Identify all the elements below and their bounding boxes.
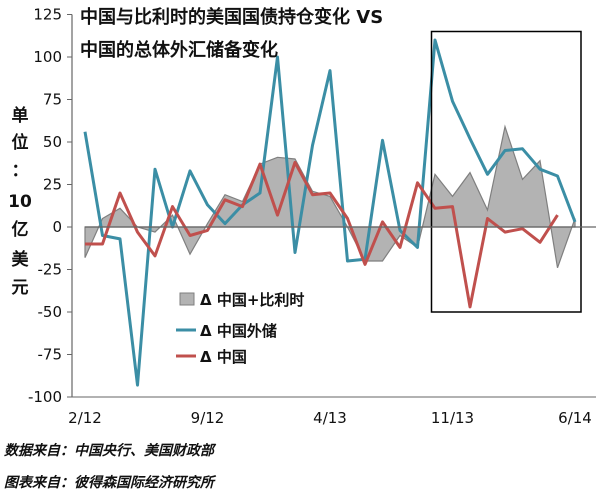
data-source-note: 数据来自：中国央行、美国财政部 <box>4 443 214 459</box>
y-tick-label: -100 <box>28 388 62 406</box>
axis-layer: -100 -75 -50 -25 0 25 50 75 100 125 2/12 9/12 4/13 11… <box>28 6 596 427</box>
highlight-box <box>430 30 582 313</box>
y-tick-label: 75 <box>43 91 62 109</box>
series-area-china-belgium <box>84 124 576 269</box>
y-tick-label: -75 <box>38 346 63 364</box>
y-label-char: 位 <box>12 132 29 153</box>
y-label-char: 美 <box>12 249 30 270</box>
series-line-china-reserves <box>83 38 577 387</box>
x-tick-label: 2/12 <box>68 409 102 427</box>
y-label-char: 元 <box>12 278 29 298</box>
y-tick-label: 100 <box>33 48 62 66</box>
x-tick-label: 11/13 <box>431 409 474 427</box>
legend-label-area: Δ 中国+比利时 <box>200 291 304 309</box>
plot-layer <box>83 30 582 387</box>
chart-source-note: 图表来自：彼得森国际经济研究所 <box>4 475 214 491</box>
y-label-char: 亿 <box>12 219 29 240</box>
x-tick-label: 9/12 <box>191 409 225 427</box>
x-tick-label: 6/14 <box>558 409 592 427</box>
legend-label-china: Δ 中国 <box>200 348 247 366</box>
y-tick-label: 25 <box>43 176 62 194</box>
chart-title-line1: 中国与比利时的美国国债持仓变化 VS <box>80 6 383 28</box>
y-tick-label: 125 <box>33 6 62 24</box>
x-tick-label: 4/13 <box>313 409 347 427</box>
y-label-char: 单 <box>12 105 29 126</box>
y-tick-label: 0 <box>52 218 62 236</box>
series-line-china <box>85 160 559 309</box>
y-label-char: ： <box>12 161 29 181</box>
y-label-char: 10 <box>8 192 32 212</box>
legend-swatch-area <box>179 292 195 306</box>
y-tick-label: 50 <box>43 133 62 151</box>
y-tick-label: -25 <box>38 261 63 279</box>
legend: Δ 中国+比利时 Δ 中国外储 Δ 中国 <box>176 291 304 366</box>
y-axis-label: 单位 ： 10 亿美元 <box>8 105 32 298</box>
legend-label-reserves: Δ 中国外储 <box>200 322 277 340</box>
chart-title-line2: 中国的总体外汇储备变化 <box>80 39 278 61</box>
y-tick-label: -50 <box>38 303 63 321</box>
